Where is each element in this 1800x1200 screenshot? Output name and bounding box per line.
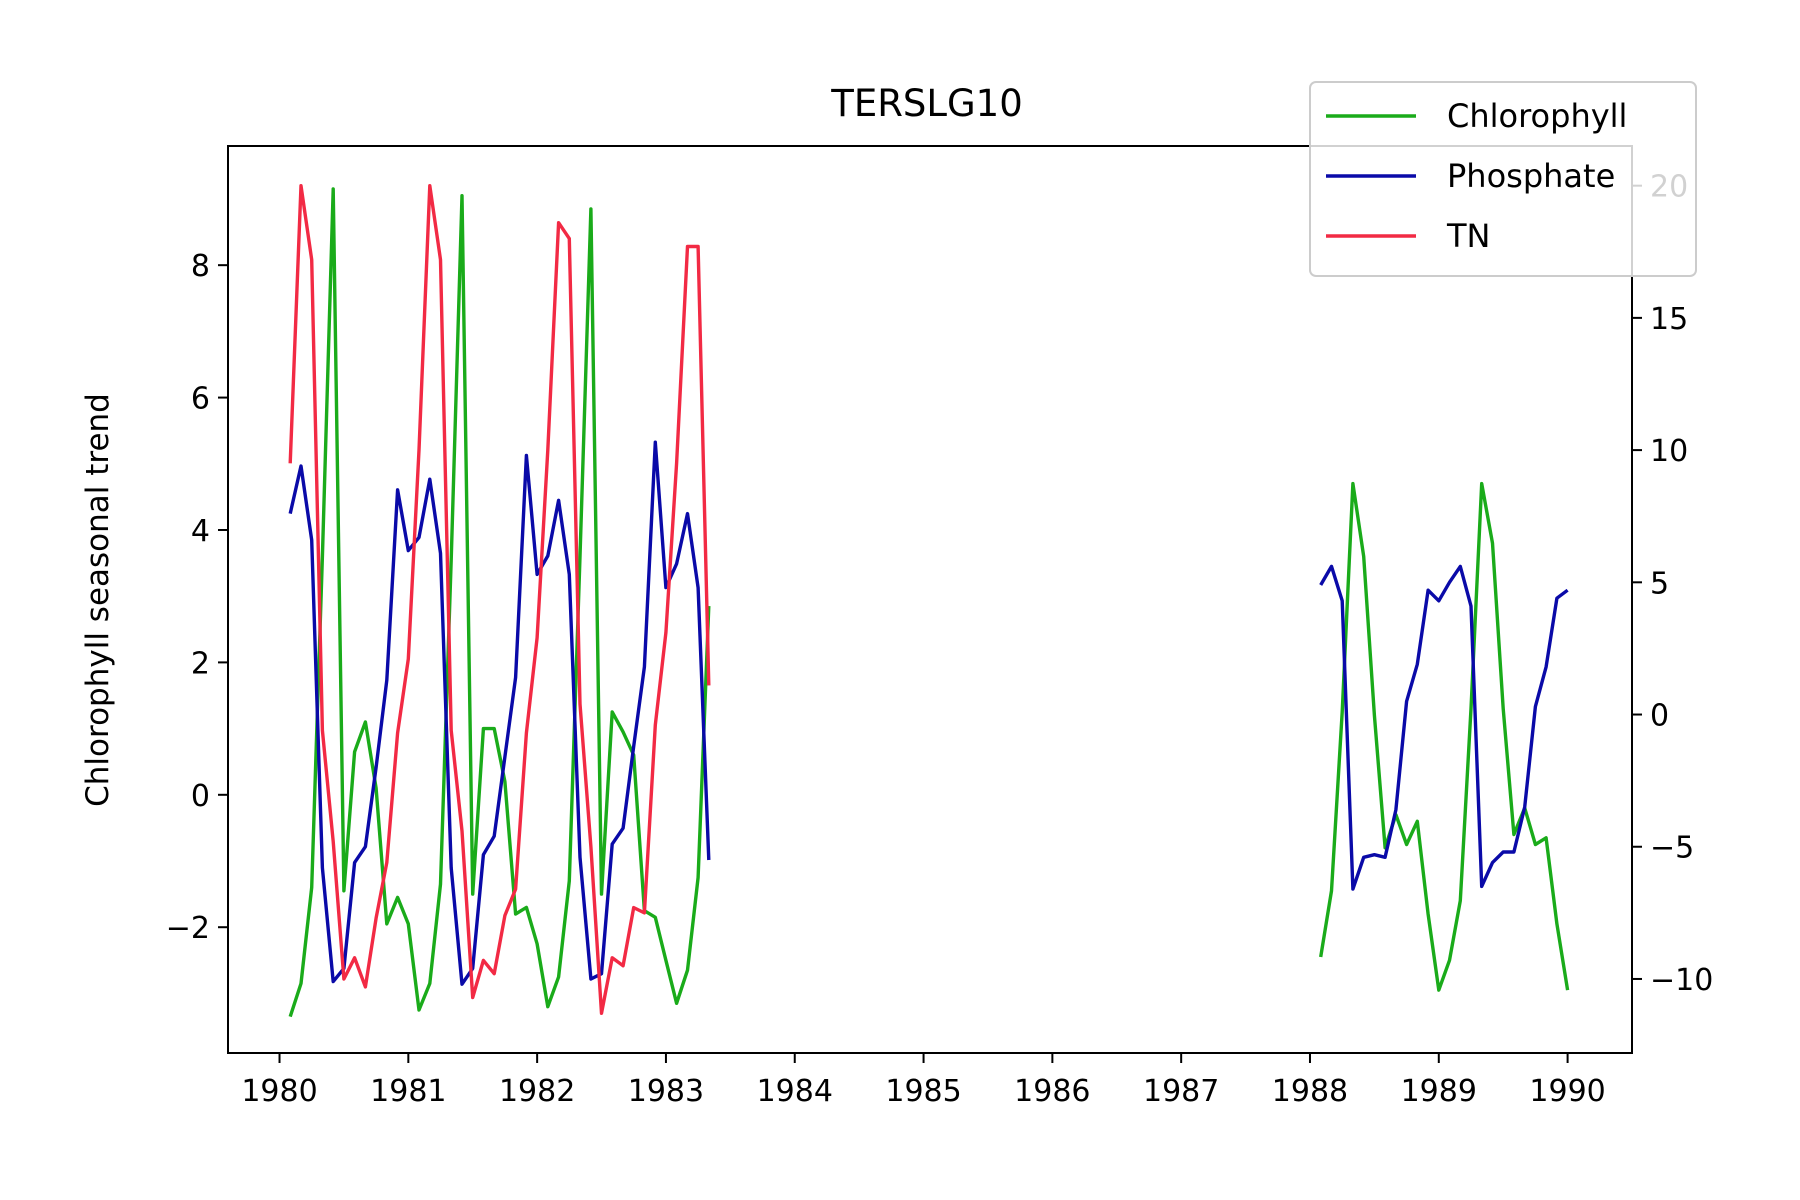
x-axis: 1980 1981 1982 1983 1984 1985 1986 1987 1988 1989… (241, 1053, 1606, 1109)
y-tick-label: 4 (191, 514, 210, 549)
chart-title: TERSLG10 (830, 82, 1023, 125)
y-tick-label: 8 (191, 249, 210, 284)
phosphate-series-line (288, 440, 711, 986)
y2-tick-label: 15 (1650, 302, 1688, 337)
y-tick-label: −2 (166, 911, 210, 946)
y-tick-label: 0 (191, 779, 210, 814)
legend: Chlorophyll Phosphate TN (1309, 81, 1697, 277)
y2-tick-label: −10 (1650, 963, 1713, 998)
y-axis-left: −2 0 2 4 6 8 (166, 249, 228, 946)
y-axis-right: −10−505101520 (1632, 170, 1713, 998)
x-tick-label: 1981 (370, 1074, 446, 1109)
legend-box (1309, 81, 1697, 277)
chlorophyll-series-line (1319, 481, 1570, 992)
x-tick-label: 1984 (757, 1074, 833, 1109)
phosphate-series-line (1319, 564, 1569, 891)
y-tick-label: 2 (191, 646, 210, 681)
x-tick-label: 1983 (628, 1074, 704, 1109)
y-axis-title: Chlorophyll seasonal trend (80, 393, 116, 807)
chlorophyll-series-line (288, 187, 711, 1018)
x-tick-label: 1985 (885, 1074, 961, 1109)
x-tick-label: 1980 (241, 1074, 317, 1109)
x-tick-label: 1988 (1272, 1074, 1348, 1109)
x-tick-label: 1990 (1529, 1074, 1605, 1109)
y2-tick-label: 5 (1650, 566, 1669, 601)
plot-frame (227, 145, 1633, 1054)
plot-lines (288, 183, 1570, 1018)
y2-tick-label: 0 (1650, 699, 1669, 734)
chlorophyll-legend-label: Chlorophyll (1447, 97, 1627, 135)
x-tick-label: 1989 (1401, 1074, 1477, 1109)
phosphate-legend-label: Phosphate (1447, 157, 1615, 195)
x-tick-label: 1982 (499, 1074, 575, 1109)
y-tick-label: 6 (191, 382, 210, 417)
tn-series-line (288, 183, 711, 1015)
y2-tick-label: −5 (1650, 831, 1694, 866)
tn-legend-label: TN (1446, 217, 1490, 255)
x-tick-label: 1987 (1143, 1074, 1219, 1109)
x-tick-label: 1986 (1014, 1074, 1090, 1109)
y2-tick-label: 10 (1650, 434, 1688, 469)
